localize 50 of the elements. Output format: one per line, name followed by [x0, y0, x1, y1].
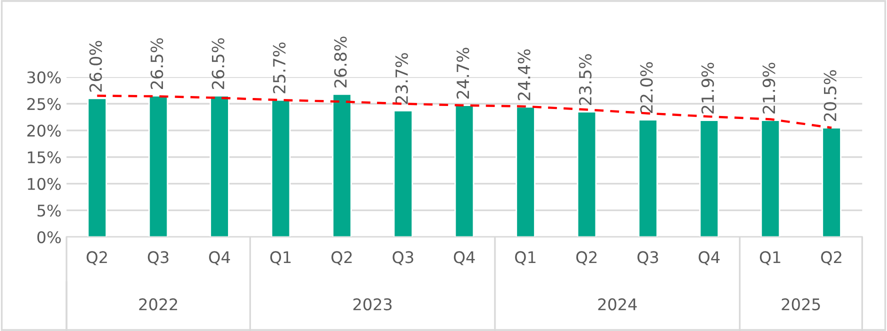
data-label: 25.7% [272, 42, 286, 94]
bar [148, 95, 168, 237]
x-tick-label: Q2 [86, 251, 107, 266]
data-label: 21.9% [701, 62, 714, 114]
y-tick-label: 30% [27, 71, 61, 84]
y-tick-label: 15% [28, 151, 61, 164]
x-tick-label: Q1 [515, 251, 536, 266]
x-tick-label: Q4 [209, 251, 230, 266]
data-label: 20.5% [824, 70, 836, 121]
data-label: 26.8% [334, 36, 347, 88]
text: 2025 [782, 298, 820, 310]
text: 2022 [139, 298, 178, 310]
bar [516, 106, 536, 237]
data-label: 26.5% [212, 38, 224, 89]
x-tick-label: Q1 [760, 251, 780, 266]
x-tick-label: Q2 [821, 251, 842, 266]
x-tick-label: Q2 [331, 251, 352, 266]
bar [699, 120, 720, 237]
data-label: 22.0% [640, 62, 653, 113]
y-tick-label: 5% [38, 204, 61, 217]
data-label: 23.7% [395, 53, 408, 104]
y-tick-label: 20% [27, 124, 61, 137]
x-tick-label: Q2 [576, 251, 597, 266]
data-label: 23.5% [578, 54, 592, 105]
bar [638, 119, 658, 237]
bar [576, 111, 597, 237]
y-tick-label: 25% [27, 98, 61, 110]
x-tick-label: Q1 [270, 251, 291, 266]
bar [454, 104, 474, 237]
x-tick-label: Q3 [392, 251, 414, 266]
text: 2024 [598, 298, 637, 310]
data-label: 26.0% [89, 40, 102, 92]
x-tick-label: Q4 [698, 251, 720, 266]
bar [393, 110, 414, 237]
bar [332, 93, 352, 237]
bar [822, 127, 842, 237]
data-label: 21.9% [762, 62, 776, 114]
data-label: 26.5% [150, 38, 164, 89]
data-label: 24.7% [456, 48, 470, 99]
x-tick-label: Q4 [454, 251, 475, 266]
bar [87, 98, 107, 237]
bar [760, 120, 780, 237]
text: 2023 [353, 298, 392, 310]
bar [270, 99, 291, 237]
bar [210, 95, 230, 237]
y-tick-label: 10% [28, 178, 61, 190]
x-tick-label: Q3 [637, 251, 658, 266]
x-tick-label: Q3 [148, 251, 168, 266]
y-tick-label: 0% [37, 231, 61, 244]
data-label: 24.4% [518, 49, 530, 100]
